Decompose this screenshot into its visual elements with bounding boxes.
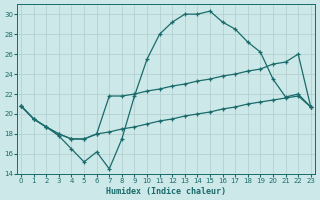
X-axis label: Humidex (Indice chaleur): Humidex (Indice chaleur) — [106, 187, 226, 196]
